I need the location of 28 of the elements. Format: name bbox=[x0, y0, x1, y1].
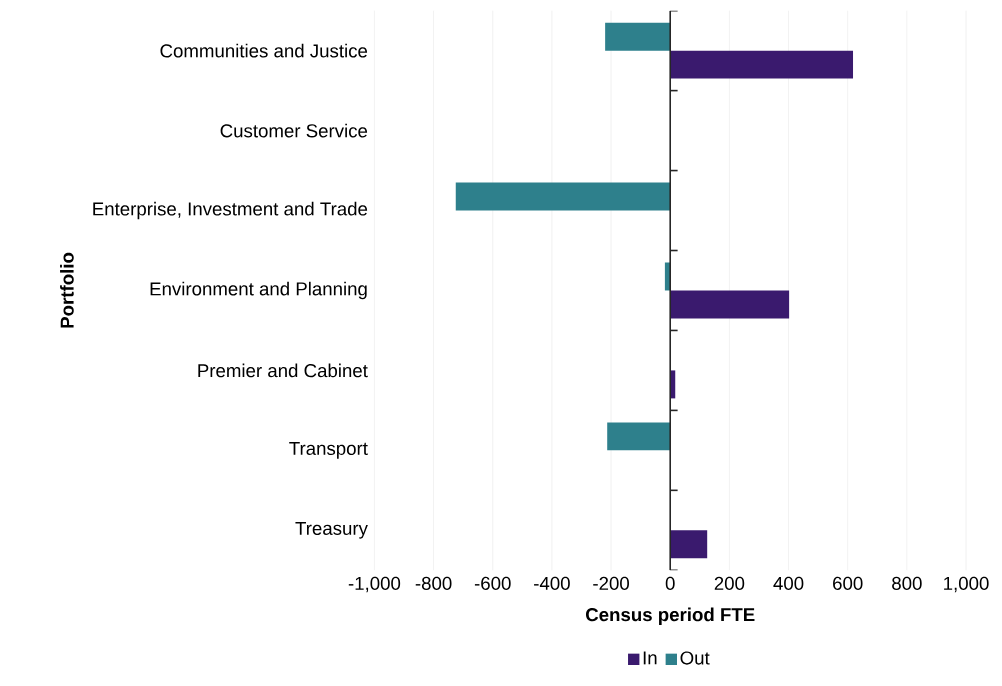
x-tick-label: -400 bbox=[534, 576, 570, 590]
x-tick-label: 200 bbox=[714, 576, 745, 590]
x-tick-label: 600 bbox=[833, 576, 863, 590]
x-tick-label: -800 bbox=[415, 576, 452, 590]
x-tick-label: 800 bbox=[892, 576, 922, 590]
y-tick-label: Communities and Justice bbox=[160, 43, 368, 58]
bar bbox=[670, 530, 708, 559]
x-tick-label: -200 bbox=[593, 576, 629, 590]
y-tick-label: Treasury bbox=[295, 521, 368, 539]
bar bbox=[670, 50, 854, 79]
y-tick-label: Customer Service bbox=[220, 123, 368, 138]
y-tick-label: Transport bbox=[289, 441, 368, 459]
bar bbox=[607, 422, 671, 451]
x-axis-title: Census period FTE bbox=[586, 607, 755, 625]
x-tick-label: -600 bbox=[474, 576, 511, 590]
x-tick-label: 1,000 bbox=[944, 576, 989, 593]
y-tick-label: Enterprise, Investment and Trade bbox=[93, 201, 368, 220]
y-axis-title: Portfolio bbox=[60, 252, 74, 328]
x-tick-label: 400 bbox=[773, 576, 804, 590]
bar bbox=[455, 182, 671, 211]
bar bbox=[605, 22, 671, 51]
legend-label: Out bbox=[680, 651, 710, 665]
x-tick-label: 0 bbox=[665, 576, 675, 590]
bar bbox=[670, 290, 790, 319]
y-tick-label: Premier and Cabinet bbox=[198, 363, 368, 378]
legend-label: In bbox=[643, 651, 657, 665]
x-tick-label: -1,000 bbox=[348, 576, 401, 593]
y-tick-label: Environment and Planning bbox=[150, 281, 367, 300]
